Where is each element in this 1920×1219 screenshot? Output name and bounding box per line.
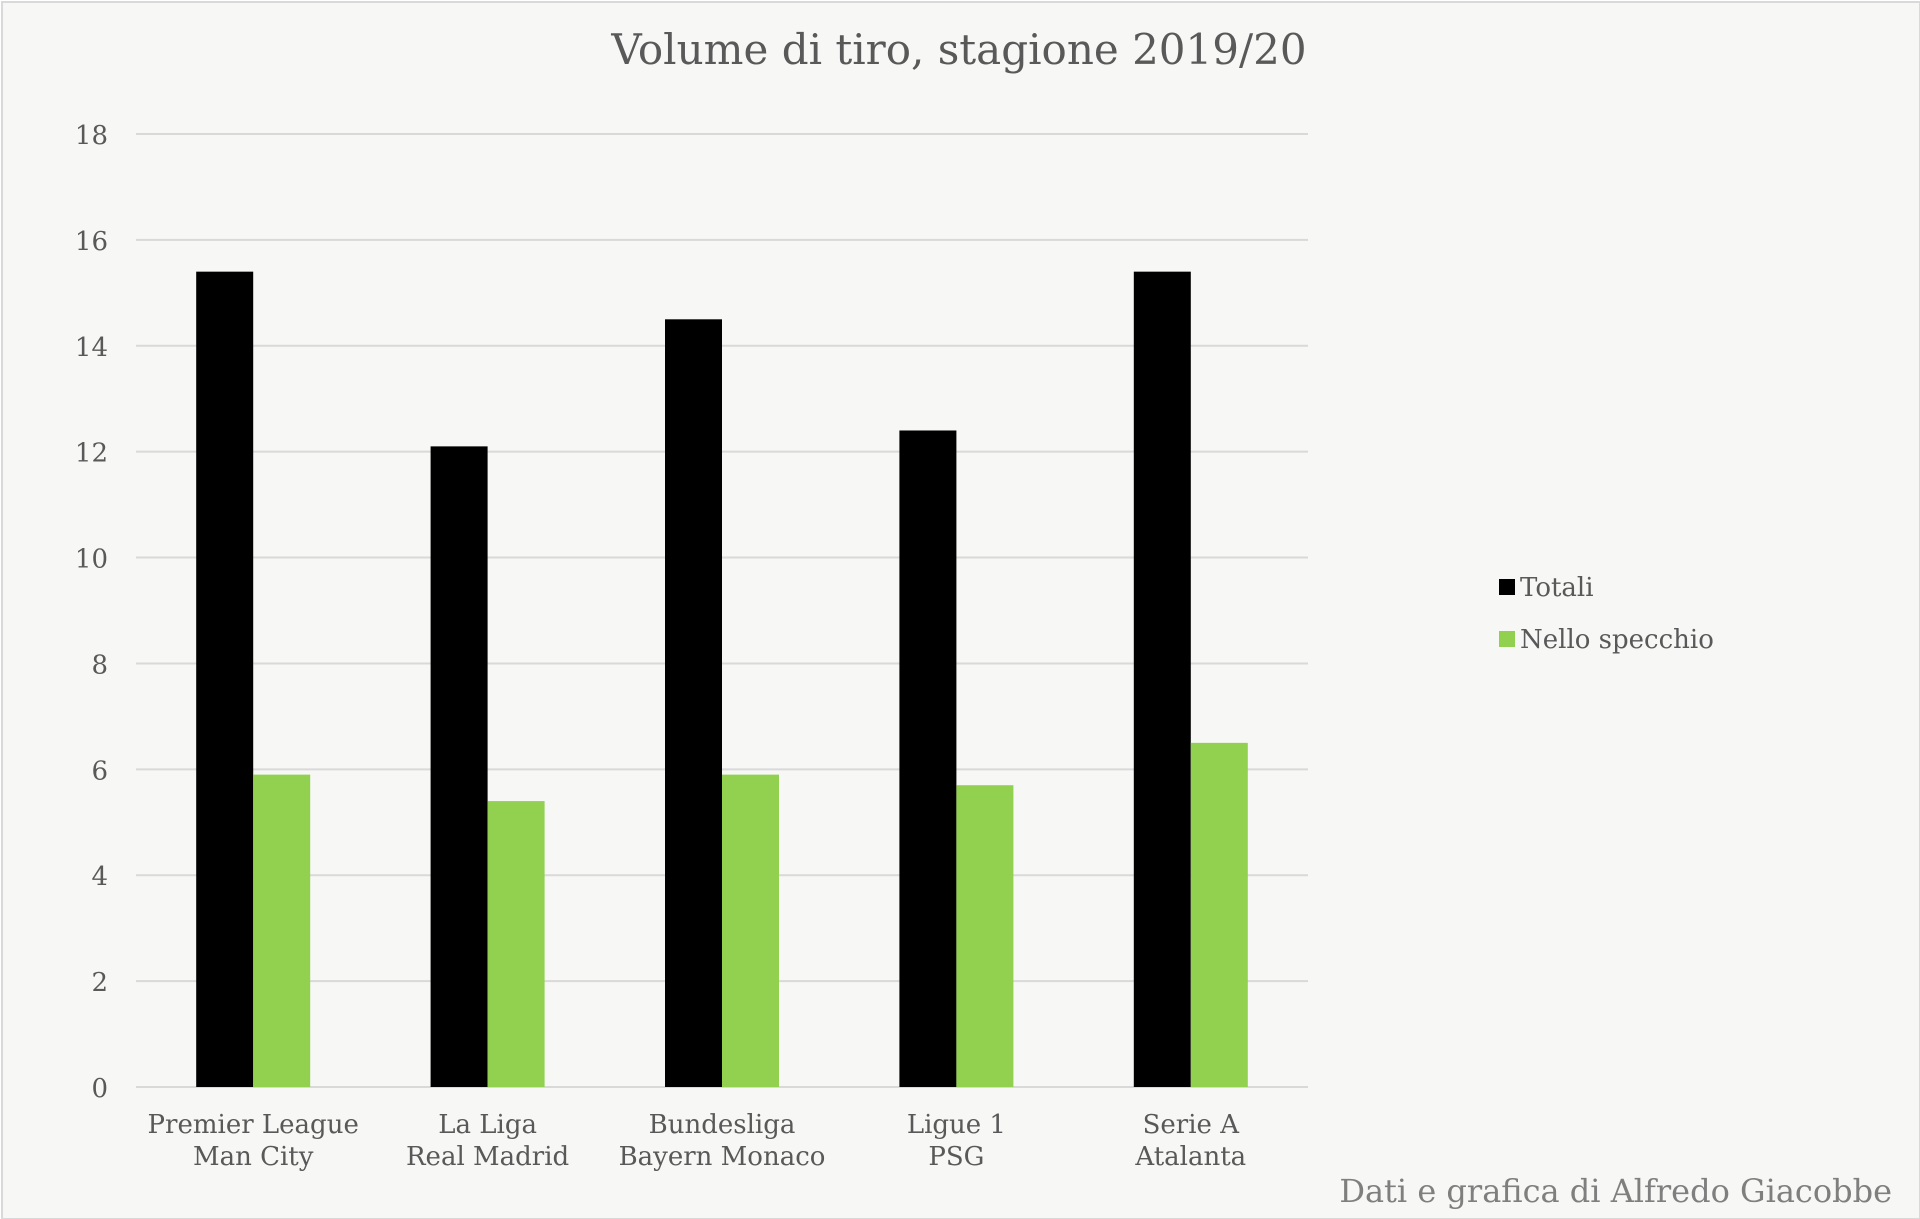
legend-label: Totali: [1520, 573, 1594, 603]
bar-nello-specchio: [487, 801, 545, 1087]
x-tick-label: Serie A Atalanta: [1134, 1110, 1246, 1172]
x-tick-label-line: La Liga: [438, 1110, 537, 1140]
bar-nello-specchio: [722, 774, 779, 1087]
y-tick-label: 16: [75, 227, 108, 257]
bar-totali: [430, 446, 488, 1088]
x-tick-label-line: Bayern Monaco: [619, 1142, 826, 1172]
x-tick-label: La Liga Real Madrid: [406, 1110, 569, 1172]
bar-nello-specchio: [253, 774, 311, 1087]
bar-nello-specchio: [956, 785, 1014, 1087]
x-tick-label: Premier League Man City: [148, 1110, 359, 1172]
bar-totali: [665, 319, 722, 1087]
bar-totali: [899, 430, 957, 1087]
x-axis-labels: Premier League Man City La Liga Real Madrid…: [148, 1110, 1247, 1172]
x-tick-label-line: Real Madrid: [406, 1142, 569, 1172]
x-tick-label-line: Man City: [193, 1142, 314, 1172]
y-axis-ticks: 0 2 4 6 8 10 12 14 16 18: [75, 121, 108, 1104]
legend-swatch: [1499, 579, 1515, 595]
y-tick-label: 10: [75, 545, 108, 575]
x-tick-label-line: Serie A: [1143, 1110, 1241, 1140]
x-tick-label-line: Ligue 1: [907, 1110, 1006, 1140]
y-tick-label: 2: [91, 968, 108, 998]
bar-totali: [196, 271, 254, 1088]
x-tick-label-line: Atalanta: [1134, 1142, 1246, 1172]
gridlines: [136, 133, 1308, 1088]
y-tick-label: 6: [91, 756, 108, 786]
chart-title: Volume di tiro, stagione 2019/20: [610, 25, 1306, 74]
x-tick-label-line: PSG: [928, 1142, 984, 1172]
bars: [196, 271, 1248, 1088]
legend-label: Nello specchio: [1520, 625, 1714, 655]
x-tick-label-line: Bundesliga: [649, 1110, 796, 1140]
legend: Totali Nello specchio: [1499, 573, 1714, 655]
y-tick-label: 12: [75, 439, 108, 469]
x-tick-label-line: Premier League: [148, 1110, 359, 1140]
x-tick-label: Bundesliga Bayern Monaco: [619, 1110, 826, 1172]
y-tick-label: 18: [75, 121, 108, 151]
y-tick-label: 14: [75, 333, 108, 363]
y-tick-label: 8: [91, 650, 108, 680]
bar-totali: [1133, 271, 1191, 1088]
y-tick-label: 4: [91, 862, 108, 892]
credit-text: Dati e grafica di Alfredo Giacobbe: [1339, 1172, 1892, 1210]
x-tick-label: Ligue 1 PSG: [907, 1110, 1006, 1172]
bar-nello-specchio: [1190, 742, 1248, 1087]
legend-swatch: [1499, 631, 1515, 647]
y-tick-label: 0: [91, 1074, 108, 1104]
